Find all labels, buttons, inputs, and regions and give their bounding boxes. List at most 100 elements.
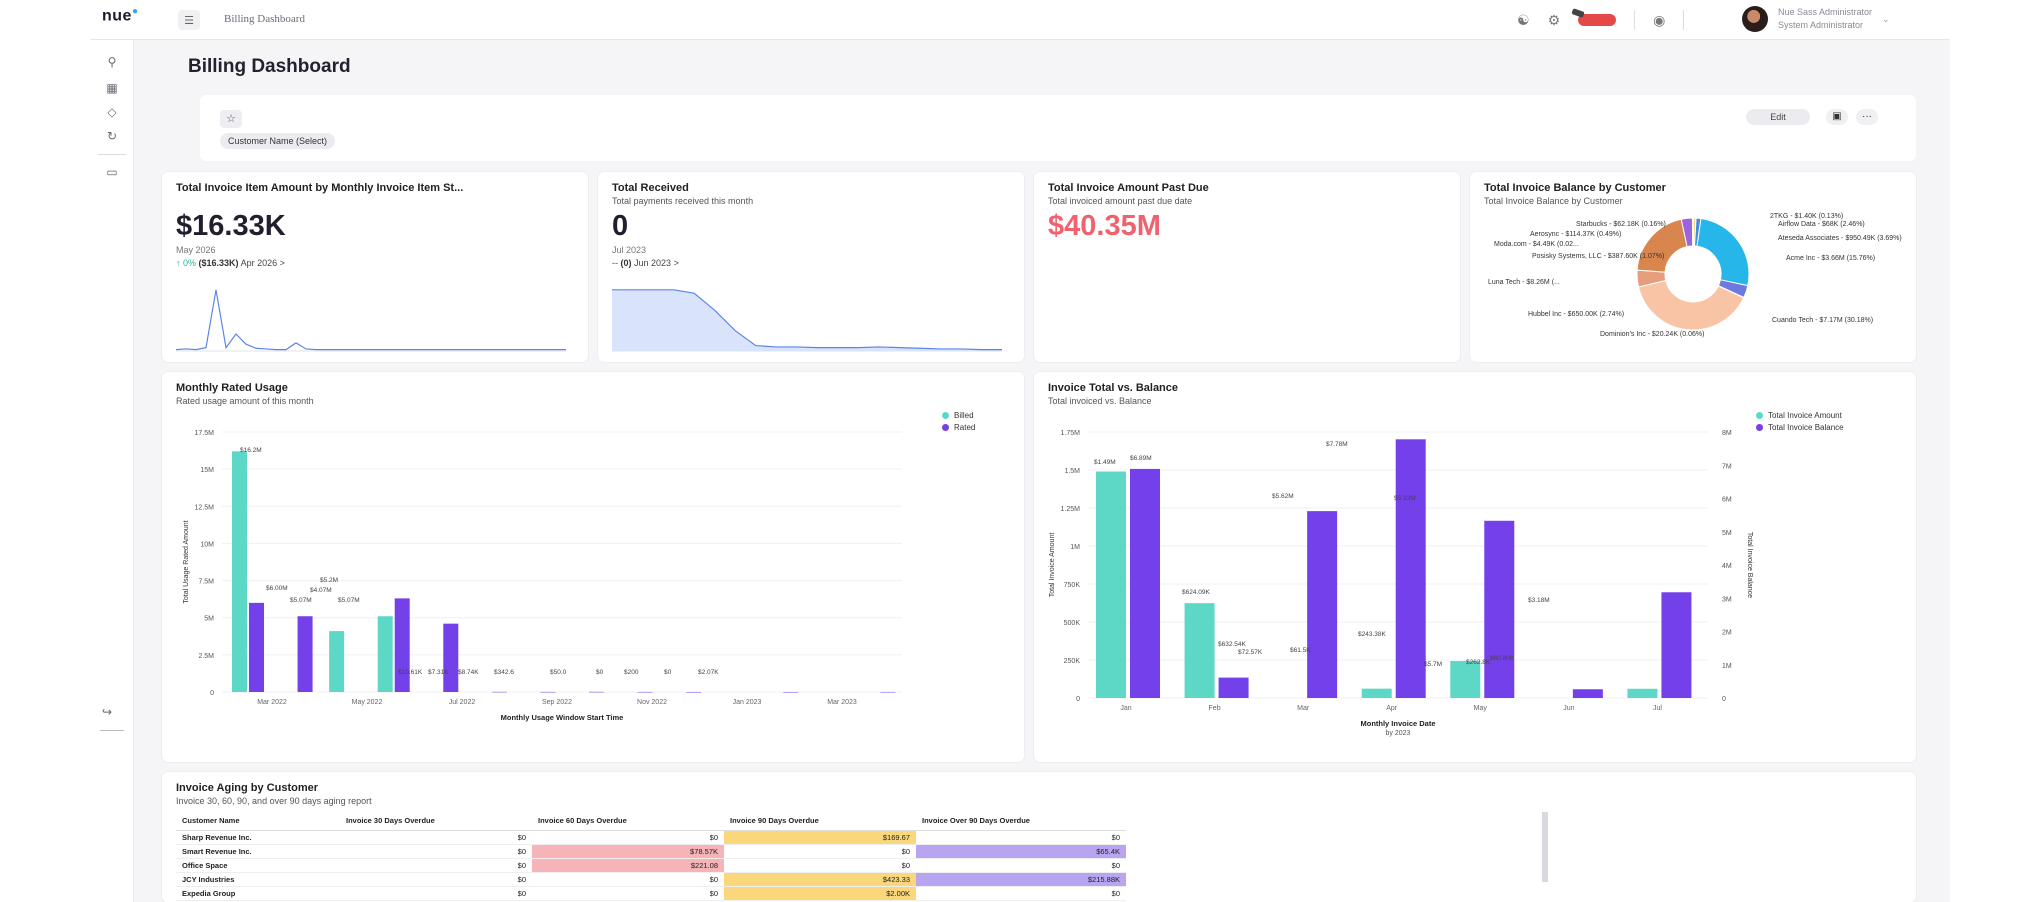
kpi-compare[interactable]: ↑ 0% ($16.33K) Apr 2026 > [176,258,285,268]
legend-item-total-invoice-balance[interactable]: Total Invoice Balance [1756,422,1844,434]
filter-bar: ☆ Customer Name (Select) Edit ▣ ··· [200,95,1916,161]
column-header[interactable]: Invoice 90 Days Overdue [724,812,916,831]
kpi-compare[interactable]: -- (0) Jun 2023 > [612,258,679,268]
bar-total-invoice-balance [1395,439,1426,698]
card-invoice-item-amount: Total Invoice Item Amount by Monthly Inv… [162,172,588,362]
table-row[interactable]: Expedia Group $0 $0 $2.00K $0 [176,886,1126,901]
rail-divider [98,154,126,155]
user-role: System Administrator [1778,20,1864,30]
table-row[interactable]: Smart Revenue Inc. $0 $78.57K $0 $65.4K [176,844,1126,859]
data-label: $50.0 [550,669,567,676]
app-logo[interactable]: nue● [102,6,139,25]
data-label: $6.89M [1130,455,1152,462]
card-balance-by-customer: Total Invoice Balance by Customer Total … [1470,172,1916,362]
help-icon[interactable]: ☯ [1517,11,1530,28]
page-title: Billing Dashboard [188,56,351,77]
billing-icon[interactable]: ▭ [106,165,118,179]
table-row[interactable]: JCY Industries $0 $0 $423.33 $215.88K [176,872,1126,887]
cell-over-90-days: $0 [916,830,1126,845]
y2-tick-label: 6M [1722,497,1732,504]
customer-name-filter[interactable]: Customer Name (Select) [220,133,336,149]
y2-tick-label: 4M [1722,563,1732,570]
pie-label: Acme Inc - $3.66M (15.76%) [1786,255,1875,262]
column-header[interactable]: Invoice 30 Days Overdue [340,812,532,831]
chevron-down-icon: ⌄ [1882,13,1890,24]
user-menu[interactable]: Nue Sass Administrator System Administra… [1742,6,1890,32]
chart-title: Invoice Total vs. Balance [1048,382,1179,394]
notification-icon[interactable] [1578,14,1617,26]
column-header[interactable]: Invoice 60 Days Overdue [532,812,724,831]
column-header[interactable]: Invoice Over 90 Days Overdue [916,812,1126,831]
y-tick-label: 750K [1064,582,1081,589]
legend-swatch [1756,424,1763,432]
y-tick-label: 250K [1064,658,1081,665]
chart-legend: Billed Rated [942,410,975,434]
card-past-due: Total Invoice Amount Past Due Total invo… [1034,172,1460,362]
card-subtitle: Total Invoice Balance by Customer [1484,196,1623,206]
x-axis-label: Monthly Invoice Date [1360,719,1435,728]
legend-label: Total Invoice Amount [1768,411,1842,420]
y2-tick-label: 7M [1722,463,1732,470]
share-icon[interactable]: ▣ [1826,109,1848,125]
legend-item-billed[interactable]: Billed [942,410,975,422]
data-label: $262.8K [1466,659,1491,666]
logout-icon[interactable]: ↪ [102,705,113,719]
sparkline-chart [176,289,566,352]
y-tick-label: 7.5M [198,579,214,586]
chart-subtitle: Total invoiced vs. Balance [1048,396,1152,406]
y2-tick-label: 2M [1722,630,1732,637]
bar-total-invoice-amount [1627,688,1658,698]
card-invoice-aging: Invoice Aging by Customer Invoice 30, 60… [162,772,1916,902]
bar-rated [491,691,507,693]
y2-tick-label: 8M [1722,430,1732,437]
edit-button[interactable]: Edit [1746,109,1810,125]
bar-rated [637,691,653,693]
data-label: $5.07M [290,597,312,604]
settings-icon[interactable]: ⚙ [1547,11,1561,28]
legend-swatch [1756,412,1763,420]
card-title: Total Invoice Item Amount by Monthly Inv… [176,182,464,194]
menu-toggle-button[interactable]: ☰ [178,10,200,30]
pie-label: Moda.com - $4.49K (0.02... [1494,241,1579,248]
grid-icon[interactable]: ▦ [106,81,118,95]
pie-label: 2TKG - $1.40K (0.13%) [1770,213,1843,220]
bar-billed [377,616,393,692]
kpi-value: 0 [612,210,629,242]
bar-rated [394,598,410,692]
tag-icon[interactable]: ◇ [107,105,117,119]
compare-value: (0) [620,258,632,268]
x-tick-label: Jan [1120,705,1131,712]
legend-item-total-invoice-amount[interactable]: Total Invoice Amount [1756,410,1844,422]
table-scrollbar[interactable] [1542,812,1548,882]
more-button[interactable]: ··· [1856,109,1878,125]
x-tick-label: Jan 2023 [733,699,762,706]
data-label: $5.07M [338,597,360,604]
pie-slice [1637,279,1745,331]
legend-item-rated[interactable]: Rated [942,422,975,434]
data-label: $0 [596,669,604,676]
chart-legend: Total Invoice Amount Total Invoice Balan… [1756,410,1844,434]
pie-label: Hubbel Inc - $650.00K (2.74%) [1528,311,1624,318]
table-row[interactable]: Sharp Revenue Inc. $0 $0 $169.67 $0 [176,830,1126,845]
data-label: $200 [624,669,639,676]
bar-rated [880,691,896,693]
usage-bar-chart: 0 2.5M 5M 7.5M 10M 12.5M 15M 17.5M Total Usage R… [183,430,902,722]
bar-rated [783,691,799,693]
view-icon[interactable]: ◉ [1653,11,1666,28]
favorite-star-icon[interactable]: ☆ [220,110,242,128]
x-tick-label: Apr [1386,705,1398,712]
customer-name-cell: Office Space [176,858,340,873]
sparkline-line [176,289,566,351]
table-row[interactable]: Office Space $0 $221.08 $0 $0 [176,858,1126,873]
data-label: $7.31K [428,669,449,676]
bar-rated [589,691,604,693]
column-header[interactable]: Customer Name [176,812,340,831]
pie-label: Luna Tech - $8.26M (... [1488,279,1560,286]
bar-total-invoice-amount [1450,661,1481,698]
y-axis-label: Total Invoice Amount [1049,533,1056,598]
search-icon[interactable]: ⚲ [107,55,117,69]
y2-tick-label: 0 [1722,696,1726,703]
cell-over-90-days: $215.88K [916,872,1126,887]
refresh-icon[interactable]: ↻ [106,129,118,143]
x-tick-label: Mar 2022 [257,699,287,706]
